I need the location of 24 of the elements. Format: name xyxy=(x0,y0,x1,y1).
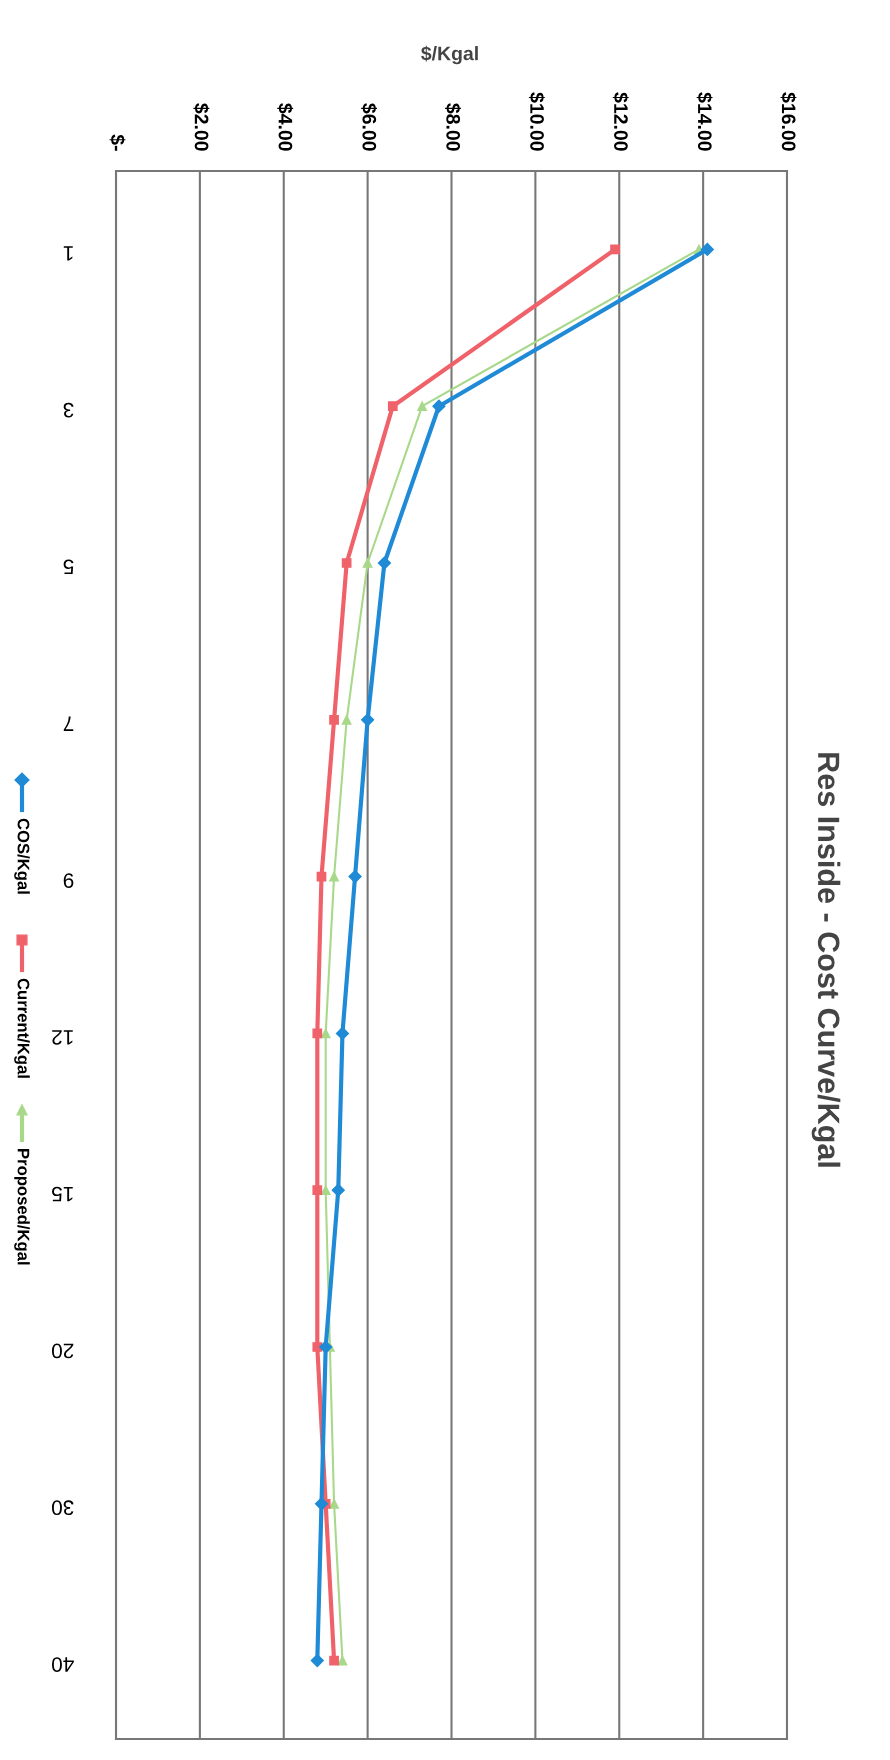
y-tick-label: 9 xyxy=(63,873,74,888)
x-tick-label: $16.00 xyxy=(780,92,797,151)
legend-label: COS/Kgal xyxy=(14,818,30,894)
y-tick-label: 20 xyxy=(51,1343,74,1359)
x-axis-title: $/Kgal xyxy=(421,45,478,65)
x-tick-label: $4.00 xyxy=(277,103,294,151)
y-tick-label: 7 xyxy=(63,716,74,731)
y-tick-label: 30 xyxy=(51,1500,74,1516)
y-tick-label: 5 xyxy=(63,559,74,575)
text: Res Inside - Cost Curve/Kgal xyxy=(811,753,841,1167)
x-tick-label: $6.00 xyxy=(361,103,378,151)
x-tick-label: $14.00 xyxy=(696,92,713,151)
y-tick-label: 3 xyxy=(63,402,74,418)
legend-label: Current/Kgal xyxy=(14,978,30,1078)
y-tick-label: 12 xyxy=(52,1030,73,1045)
legend-label: Proposed/Kgal xyxy=(14,1149,30,1265)
y-tick-label: 1 xyxy=(63,246,73,261)
x-tick-label: $8.00 xyxy=(445,103,461,151)
x-tick-label: $2.00 xyxy=(193,103,210,151)
y-tick-label: 40 xyxy=(51,1657,74,1672)
x-tick-label: $12.00 xyxy=(612,92,629,151)
x-tick-label: $- xyxy=(109,134,126,151)
x-tick-label: $10.00 xyxy=(528,92,545,151)
y-tick-label: 15 xyxy=(52,1186,73,1202)
